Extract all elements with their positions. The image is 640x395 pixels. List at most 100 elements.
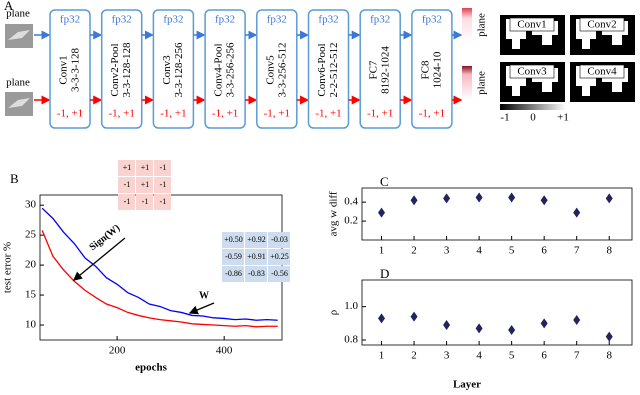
matrix-value: +1 — [141, 180, 150, 189]
matrix-value: -0.03 — [271, 235, 288, 244]
panel-label: B — [10, 171, 19, 186]
layer-name: Conv6-Pool — [316, 43, 328, 96]
x-tick-label: 3 — [444, 350, 450, 362]
x-tick-label: 7 — [574, 350, 580, 362]
marker — [508, 325, 516, 335]
matrix-value: -0.83 — [248, 269, 265, 278]
y-tick-label: 25 — [25, 229, 37, 241]
matrix-cell — [222, 249, 244, 265]
marker — [540, 318, 548, 329]
binary-label: -1, +1 — [419, 108, 445, 120]
x-tick-label: 200 — [109, 345, 126, 357]
matrix-value: -0.59 — [225, 252, 242, 261]
x-axis-label: Layer — [453, 379, 481, 391]
marker — [410, 311, 418, 322]
matrix-value: +0.50 — [224, 235, 243, 244]
y-axis-label: test error % — [2, 242, 14, 293]
matrix-cell — [268, 249, 290, 265]
line — [41, 230, 278, 328]
matrix-value: -1 — [142, 197, 149, 206]
binary-label: -1, +1 — [57, 108, 83, 120]
marker — [378, 207, 386, 218]
panel-label: D — [380, 266, 389, 281]
y-tick-label: 10 — [25, 319, 37, 331]
map-label-box — [579, 64, 625, 79]
y-axis-label: avg w diff — [328, 191, 340, 236]
marker — [378, 313, 386, 324]
output-label: plane — [476, 13, 488, 37]
matrix-cell — [118, 194, 135, 210]
colorbar-label: +1 — [557, 112, 569, 124]
matrix-value: -1 — [124, 180, 131, 189]
matrix-cell — [245, 266, 267, 282]
x-tick-label: 8 — [606, 245, 612, 257]
matrix-cell — [118, 160, 135, 176]
annotation-arrow — [188, 302, 215, 315]
x-tick-label: 8 — [606, 350, 612, 362]
y-axis-label: ρ — [328, 309, 340, 315]
matrix-value: -1 — [124, 197, 131, 206]
map-label: Conv4 — [587, 66, 617, 78]
input-image — [8, 98, 30, 108]
x-tick-label: 2 — [411, 350, 417, 362]
binary-label: -1, +1 — [109, 108, 135, 120]
matrix-cell — [245, 249, 267, 265]
feature-maps: Conv1 Conv2 Conv3 Conv4 — [500, 15, 635, 102]
layer-name: Conv4-Pool — [213, 43, 225, 96]
precision-label: fp32 — [163, 14, 183, 26]
matrix-value: +1 — [123, 163, 132, 172]
marker — [573, 315, 581, 325]
marker — [443, 320, 451, 330]
precision-label: fp32 — [370, 14, 390, 26]
y-tick-label: 0.2 — [344, 215, 358, 227]
series-label: W — [199, 290, 209, 301]
binary-label: -1, +1 — [212, 108, 238, 120]
matrix-cell — [136, 194, 153, 210]
input-label: plane — [6, 8, 30, 20]
y-tick-label: 0.4 — [344, 196, 358, 208]
x-tick-label: 4 — [476, 245, 482, 257]
layer-shape: 3-3-128-256 — [173, 42, 185, 97]
matrix-cell — [118, 177, 135, 193]
y-tick-label: 0.8 — [344, 334, 358, 346]
layer-shape: 8192-1024 — [380, 46, 392, 94]
precision-label: fp32 — [215, 14, 235, 26]
matrix-value: -1 — [160, 180, 167, 189]
colorbar-label: -1 — [500, 112, 509, 124]
x-tick-label: 1 — [379, 350, 385, 362]
layer-block — [49, 9, 91, 129]
x-tick-label: 6 — [541, 245, 547, 257]
matrix-value: -1 — [160, 163, 167, 172]
layer-block — [256, 9, 298, 129]
layer-shape: 3-3-128-128 — [121, 42, 133, 97]
output-bar — [462, 66, 472, 100]
binary-label: -1, +1 — [264, 108, 290, 120]
matrix-value: -0.56 — [271, 269, 288, 278]
plot-frame — [361, 187, 633, 241]
binary-label: -1, +1 — [160, 108, 186, 120]
x-tick-label: 6 — [541, 350, 547, 362]
layer-block — [359, 9, 401, 129]
marker — [475, 192, 483, 203]
x-tick-label: 3 — [444, 245, 450, 257]
panel-label: A — [4, 0, 14, 13]
marker — [573, 207, 581, 218]
matrix-value: +0.92 — [247, 235, 266, 244]
layer-name: Conv2-Pool — [109, 43, 121, 96]
precision-label: fp32 — [60, 14, 80, 26]
marker — [605, 331, 613, 342]
x-tick-label: 1 — [379, 245, 385, 257]
layer-block — [411, 9, 453, 129]
precision-label: fp32 — [422, 14, 442, 26]
precision-label: fp32 — [318, 14, 338, 26]
marker — [410, 195, 418, 206]
line — [41, 207, 278, 321]
binary-label: -1, +1 — [315, 108, 341, 120]
output-bar — [462, 8, 472, 42]
marker — [540, 195, 548, 206]
layer-block — [152, 9, 195, 129]
binary-label: -1, +1 — [367, 108, 393, 120]
x-axis-label: epochs — [135, 362, 168, 374]
y-tick-label: 15 — [25, 289, 37, 301]
map-label: Conv2 — [587, 19, 616, 31]
